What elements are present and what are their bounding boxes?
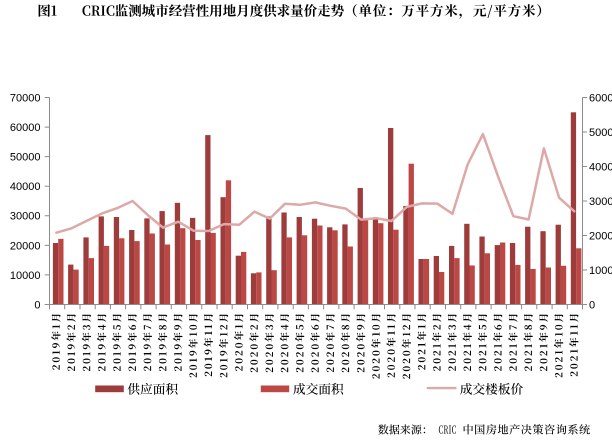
svg-text:70000: 70000 [10, 92, 41, 104]
svg-text:2000: 2000 [589, 230, 612, 242]
svg-text:20000: 20000 [10, 240, 41, 252]
svg-text:3000: 3000 [589, 196, 612, 208]
svg-text:4000: 4000 [589, 161, 612, 173]
svg-text:5000: 5000 [589, 127, 612, 139]
svg-text:0: 0 [34, 299, 40, 311]
svg-text:6000: 6000 [589, 92, 612, 104]
svg-text:60000: 60000 [10, 122, 41, 134]
svg-text:40000: 40000 [10, 181, 41, 193]
svg-text:10000: 10000 [10, 270, 41, 282]
svg-text:30000: 30000 [10, 211, 41, 223]
svg-text:50000: 50000 [10, 152, 41, 164]
svg-text:0: 0 [589, 299, 595, 311]
svg-text:1000: 1000 [589, 265, 612, 277]
